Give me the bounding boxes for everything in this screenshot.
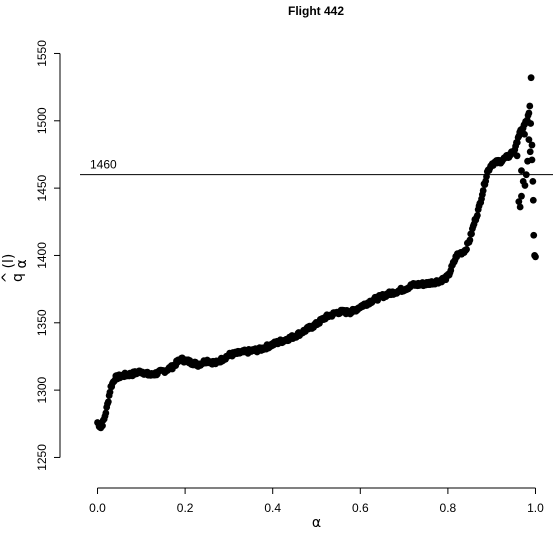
x-axis: 0.0 0.2 0.4 0.6 0.8 1.0 [89,487,544,515]
data-point [525,136,533,144]
data-point [529,177,537,185]
y-tick-label: 1450 [35,174,49,201]
data-point [527,120,535,127]
x-tick-label: 1.0 [527,501,544,515]
data-point [513,152,521,160]
data-point [102,409,110,417]
data-point [529,196,537,204]
x-tick-label: 0.8 [440,501,457,515]
y-tick-label: 1550 [35,40,49,67]
data-point [99,422,106,430]
data-point [526,102,534,110]
y-tick-label: 1300 [35,376,49,403]
data-point [104,398,112,406]
plot-area [94,74,539,432]
chart-title: Flight 442 [288,4,344,18]
x-tick-label: 0.0 [89,501,106,515]
y-axis-label: q α (l) ^ [0,254,30,284]
x-tick-label: 0.2 [177,501,194,515]
x-tick-label: 0.6 [352,501,369,515]
data-point [473,211,481,219]
data-point [516,203,524,211]
y-tick-label: 1400 [35,242,49,269]
data-point [463,245,470,253]
data-point [513,139,521,146]
data-point [518,192,525,200]
data-point [525,109,533,117]
x-axis-label: α [312,515,321,531]
y-axis: 1250 1300 1350 1400 1450 1500 1550 [35,40,61,471]
data-point [528,141,536,149]
y-axis-label-hat: ^ [0,272,16,284]
y-tick-label: 1500 [35,107,49,134]
data-point [479,187,487,194]
y-axis-label-main: q [10,273,26,282]
data-point [521,182,529,189]
data-point [106,388,114,396]
data-point [466,236,474,244]
x-tick-label: 0.4 [264,501,281,515]
data-point [515,198,523,205]
reference-line-label: 1460 [90,158,117,172]
data-point [532,253,539,261]
y-axis-label-subscript: α [14,259,30,268]
y-tick-label: 1350 [35,309,49,336]
data-point [530,231,538,239]
y-tick-label: 1250 [35,444,49,471]
data-point [521,130,528,138]
data-point [526,148,534,156]
data-point [527,74,535,82]
data-point [518,167,525,175]
data-point [528,156,536,164]
data-point [468,230,475,238]
y-axis-label-superscript: (l) [1,254,17,269]
